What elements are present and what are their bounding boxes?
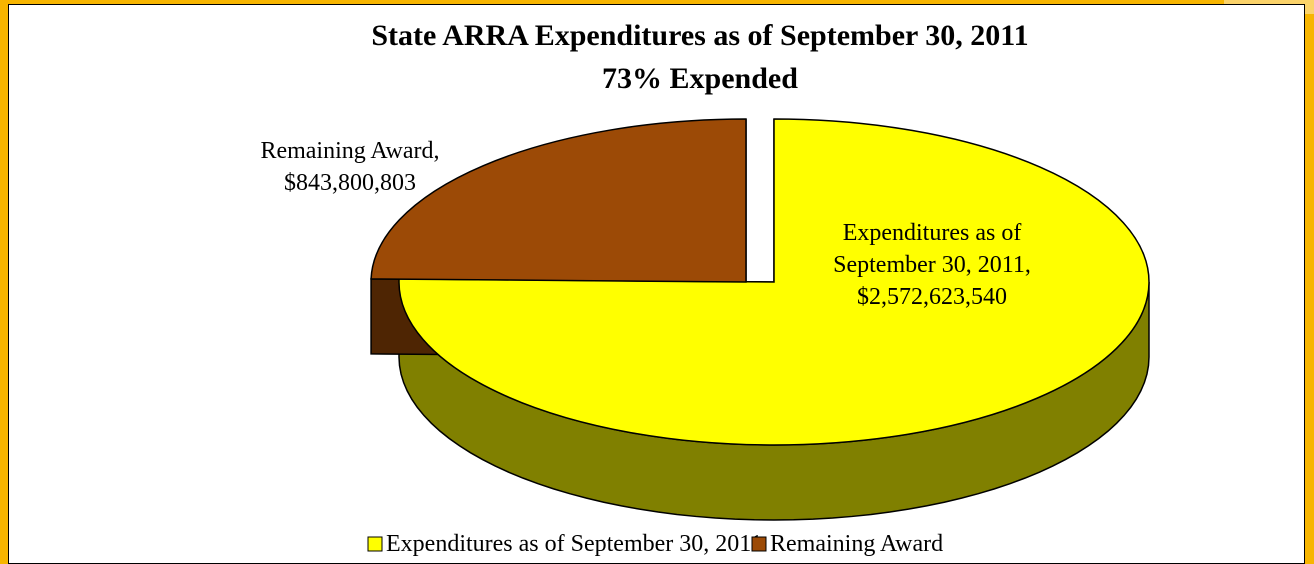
legend-swatch <box>751 536 767 552</box>
label-line: September 30, 2011, <box>833 252 1031 278</box>
slice <box>398 118 1150 446</box>
data-label: $2,572,623,540 <box>857 284 1007 310</box>
legend-swatch <box>367 536 383 552</box>
data-label-name: Remaining Award, <box>260 138 439 164</box>
data-label-name: Expenditures as of September 30, 2011, <box>833 220 1031 278</box>
legend-label: Expenditures as of September 30, 2011 <box>386 531 762 557</box>
label-line: Expenditures as of <box>843 220 1022 246</box>
label-line: Remaining Award, <box>260 138 439 164</box>
chart-subtitle: 73% Expended <box>602 62 798 95</box>
legend-label: Remaining Award <box>770 531 943 557</box>
data-label: $843,800,803 <box>284 170 416 196</box>
chart-title: State ARRA Expenditures as of September … <box>371 19 1028 52</box>
slice <box>370 118 747 283</box>
